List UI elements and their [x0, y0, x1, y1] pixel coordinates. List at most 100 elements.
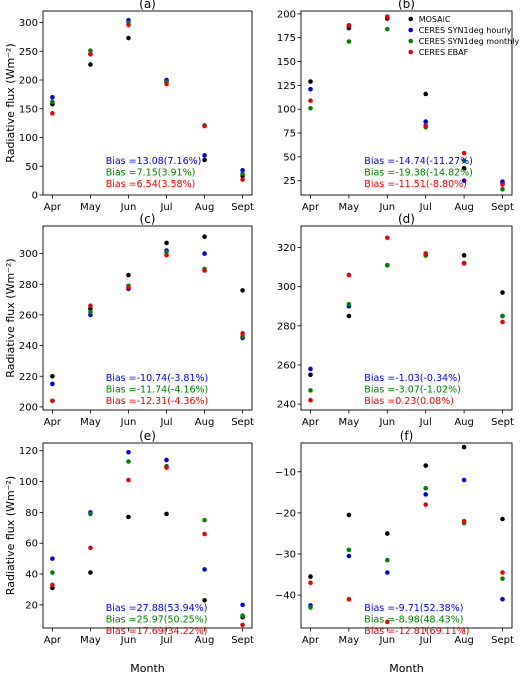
y-tick-label: 300: [277, 282, 296, 293]
point-ceres-ebaf: [164, 465, 169, 470]
point-ceres-ebaf: [308, 580, 313, 586]
point-ceres-syn1deg-monthly: [384, 557, 390, 563]
point-mosaic: [126, 35, 131, 41]
point-ceres-ebaf: [202, 268, 207, 273]
y-tick-label: −30: [275, 550, 296, 561]
y-tick-label: 320: [277, 243, 296, 254]
point-ceres-syn1deg-hourly: [308, 366, 313, 372]
point-ceres-syn1deg-monthly: [202, 517, 207, 523]
legend: MOSAiC CERES SYN1deg hourly CERES SYN1deg …: [408, 15, 519, 57]
point-ceres-syn1deg-monthly: [346, 547, 352, 553]
bias-annotation: Bias =25.97(50.25%): [106, 615, 208, 626]
point-ceres-syn1deg-hourly: [500, 596, 505, 602]
point-ceres-syn1deg-hourly: [50, 94, 55, 100]
panel-e: (e) 20 40 60 80 100 120 Apr May Jun Jul Aug Sept Bias…: [4, 429, 254, 675]
point-mosaic: [88, 62, 93, 67]
y-tick-label: 60: [25, 539, 38, 550]
point-ceres-ebaf: [164, 81, 169, 87]
point-ceres-ebaf: [423, 123, 429, 128]
point-ceres-syn1deg-monthly: [308, 105, 313, 111]
x-tick-label: Jun: [120, 635, 137, 646]
y-tick-label: 280: [277, 321, 296, 332]
x-tick-label: May: [80, 635, 101, 646]
point-ceres-syn1deg-monthly: [308, 605, 313, 610]
point-ceres-syn1deg-monthly: [346, 39, 352, 44]
y-tick-label: 300: [19, 249, 38, 260]
bias-annotation: Bias =-19.38(-14.82%): [364, 168, 473, 179]
y-tick-label: 125: [277, 81, 296, 92]
point-ceres-ebaf: [164, 252, 169, 258]
point-ceres-ebaf: [384, 14, 390, 20]
x-tick-label: Jun: [120, 202, 137, 213]
point-mosaic: [308, 79, 313, 84]
point-ceres-syn1deg-hourly: [423, 492, 429, 497]
x-tick-label: Aug: [195, 417, 215, 428]
point-ceres-syn1deg-monthly: [346, 301, 352, 307]
point-ceres-ebaf: [500, 570, 505, 575]
x-tick-label: Jul: [159, 635, 172, 646]
bias-annotation: Bias =7.15(3.91%): [106, 168, 196, 179]
x-tick-label: Jul: [159, 202, 172, 213]
y-tick-label: 280: [19, 280, 38, 291]
x-tick-label: Sept: [491, 202, 514, 213]
point-ceres-syn1deg-monthly: [240, 171, 245, 177]
point-ceres-ebaf: [308, 98, 313, 103]
x-tick-label: Aug: [454, 417, 474, 428]
x-tick-label: Apr: [44, 417, 62, 428]
legend-entry: CERES SYN1deg hourly: [419, 26, 512, 35]
point-mosaic: [202, 597, 207, 603]
x-tick-label: Jun: [120, 417, 137, 428]
axes-frame: [42, 10, 253, 196]
x-tick-label: May: [80, 202, 101, 213]
point-ceres-ebaf: [461, 260, 467, 266]
point-ceres-syn1deg-monthly: [308, 388, 313, 393]
x-axis-label: Month: [130, 662, 165, 675]
point-ceres-syn1deg-monthly: [384, 262, 390, 268]
legend-entry: MOSAiC: [419, 15, 451, 24]
point-ceres-ebaf: [500, 182, 505, 187]
point-mosaic: [346, 512, 352, 518]
point-ceres-ebaf: [126, 477, 131, 483]
point-ceres-syn1deg-hourly: [126, 449, 131, 455]
point-ceres-syn1deg-hourly: [202, 153, 207, 158]
x-tick-label: May: [339, 202, 360, 213]
x-tick-label: Jul: [419, 202, 432, 213]
bias-annotation: Bias =6.54(3.58%): [106, 179, 196, 190]
point-mosaic: [240, 288, 245, 293]
x-tick-label: Sept: [491, 635, 514, 646]
point-ceres-ebaf: [346, 272, 352, 278]
panel-title: (b): [398, 0, 415, 11]
point-mosaic: [126, 272, 131, 278]
panel-d: (d) 240 260 280 300 320 Apr May Jun Jul Aug Sept Bia…: [277, 212, 514, 428]
bias-annotation: Bias =13.08(7.16%): [106, 156, 202, 167]
point-ceres-ebaf: [50, 582, 55, 588]
x-tick-label: May: [339, 635, 360, 646]
y-axis-label: Radiative flux (Wm⁻²): [4, 476, 17, 595]
y-tick-label: 120: [19, 446, 38, 457]
axes-frame: [42, 442, 253, 629]
bias-annotation: Bias =27.88(53.94%): [106, 603, 208, 614]
panel-c: (c) 200 220 240 260 280 300 Apr May Jun Jul Aug Sept…: [4, 212, 254, 428]
y-tick-label: 25: [283, 176, 296, 187]
bias-annotation: Bias =-8.98(48.43%): [364, 615, 463, 626]
point-ceres-syn1deg-monthly: [240, 613, 245, 618]
point-ceres-syn1deg-monthly: [500, 576, 505, 581]
y-tick-label: 100: [277, 105, 296, 116]
point-mosaic: [202, 157, 207, 163]
y-tick-label: 175: [277, 33, 296, 44]
bias-annotation: Bias =-9.71(52.38%): [364, 603, 463, 614]
y-tick-label: 300: [19, 18, 38, 29]
y-axis-label: Radiative flux (Wm⁻²): [4, 43, 17, 162]
point-ceres-syn1deg-hourly: [240, 167, 245, 173]
y-tick-label: 200: [277, 9, 296, 20]
point-ceres-syn1deg-hourly: [202, 251, 207, 256]
point-mosaic: [308, 372, 313, 378]
y-tick-label: 260: [277, 360, 296, 371]
y-tick-label: 200: [19, 402, 38, 413]
legend-entry: CERES SYN1deg monthly: [419, 37, 520, 46]
y-tick-label: 100: [19, 477, 38, 488]
point-mosaic: [500, 516, 505, 522]
point-mosaic: [308, 574, 313, 579]
x-tick-label: May: [80, 417, 101, 428]
